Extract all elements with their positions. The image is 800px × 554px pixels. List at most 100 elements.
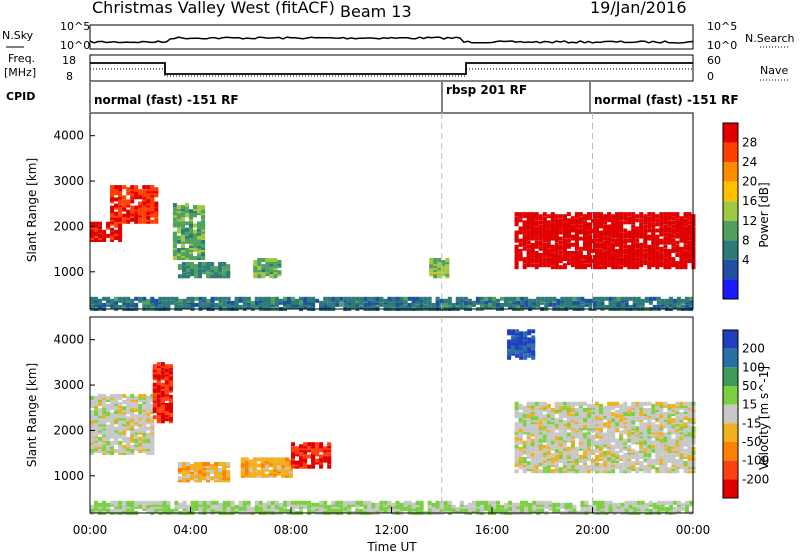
- heatmap-cell: [138, 440, 143, 445]
- heatmap-cell: [269, 258, 274, 262]
- heatmap-cell: [672, 298, 677, 303]
- heatmap-cell: [134, 418, 139, 423]
- heatmap-cell: [206, 268, 211, 273]
- heatmap-cell: [106, 451, 111, 456]
- heatmap-cell: [680, 298, 685, 303]
- colorbar-swatch: [723, 367, 738, 386]
- heatmap-cell: [150, 398, 155, 402]
- heatmap-cell: [504, 302, 509, 307]
- heatmap-cell: [222, 270, 227, 275]
- heatmap-cell: [515, 345, 520, 350]
- heatmap-cell: [534, 428, 539, 433]
- heatmap-cell: [261, 258, 266, 262]
- heatmap-cell: [214, 272, 219, 277]
- heatmap-cell: [651, 224, 656, 229]
- heatmap-cell: [540, 508, 545, 513]
- heatmap-cell: [419, 296, 424, 301]
- heatmap-cell: [587, 434, 591, 439]
- heatmap-cell: [441, 264, 446, 269]
- heatmap-cell: [110, 213, 115, 218]
- heatmap-cell: [623, 257, 628, 262]
- heatmap-cell: [523, 339, 528, 344]
- heatmap-cell: [226, 270, 231, 275]
- heatmap-cell: [281, 473, 285, 478]
- mode-change-markers: [441, 113, 593, 513]
- heatmap-cell: [122, 302, 127, 307]
- heatmap-cell: [611, 438, 616, 443]
- heatmap-cell: [588, 302, 593, 307]
- heatmap-cell: [538, 446, 543, 451]
- heatmap-cell: [522, 428, 527, 433]
- heatmap-cell: [270, 500, 275, 505]
- heatmap-cell: [546, 452, 551, 457]
- heatmap-cell: [323, 302, 328, 307]
- heatmap-cell: [574, 465, 579, 470]
- heatmap-cell: [160, 390, 165, 395]
- heatmap-cell: [335, 296, 340, 301]
- heatmap-cell: [627, 232, 632, 237]
- heatmap-cell: [623, 428, 628, 433]
- heatmap-cell: [319, 464, 324, 469]
- heatmap-cell: [687, 457, 692, 461]
- heatmap-cell: [185, 209, 189, 214]
- heatmap-cell: [679, 442, 684, 447]
- heatmap-cell: [508, 302, 513, 307]
- heatmap-cell: [433, 258, 438, 262]
- heatmap-cell: [607, 452, 612, 457]
- heatmap-cell: [198, 468, 202, 473]
- heatmap-cell: [675, 218, 680, 223]
- nsearch-tick-top: 10^5: [707, 20, 737, 33]
- heatmap-cell: [534, 250, 539, 255]
- heatmap-cell: [611, 218, 616, 223]
- heatmap-cell: [631, 408, 636, 412]
- heatmap-cell: [631, 401, 636, 406]
- heatmap-cell: [201, 223, 206, 228]
- heatmap-cell: [114, 236, 119, 240]
- heatmap-cell: [631, 257, 636, 262]
- heatmap-cell: [570, 228, 575, 233]
- heatmap-cell: [455, 302, 460, 307]
- heatmap-cell: [516, 300, 521, 305]
- heatmap-cell: [172, 243, 177, 248]
- heatmap-cell: [607, 428, 612, 433]
- heatmap-cell: [190, 468, 194, 473]
- heatmap-cell: [323, 458, 328, 463]
- heatmap-cell: [130, 398, 135, 402]
- heatmap-cell: [484, 300, 488, 305]
- heatmap-cell: [363, 506, 368, 511]
- heatmap-cell: [266, 296, 271, 301]
- heatmap-cell: [522, 242, 527, 247]
- heatmap-cell: [90, 410, 94, 415]
- heatmap-cell: [546, 232, 551, 237]
- heatmap-cell: [226, 304, 231, 309]
- heatmap-cell: [285, 457, 289, 462]
- heatmap-cell: [168, 382, 173, 387]
- heatmap-cell: [168, 372, 173, 377]
- heatmap-cell: [615, 428, 620, 433]
- heatmap-cell: [599, 412, 603, 417]
- heatmap-cell: [568, 502, 573, 507]
- heatmap-cell: [526, 253, 531, 257]
- heatmap-cell: [558, 430, 563, 435]
- heatmap-cell: [612, 502, 617, 507]
- heatmap-cell: [587, 238, 591, 243]
- heatmap-cell: [134, 302, 139, 307]
- heatmap-cell: [588, 508, 593, 513]
- heatmap-cell: [530, 432, 535, 437]
- heatmap-cell: [269, 268, 274, 273]
- heatmap-cell: [177, 274, 182, 279]
- heatmap-cell: [611, 430, 616, 435]
- heatmap-cell: [572, 506, 577, 511]
- heatmap-cell: [595, 218, 599, 223]
- heatmap-cell: [311, 506, 316, 511]
- heatmap-cell: [514, 216, 519, 221]
- heatmap-cell: [189, 227, 193, 232]
- heatmap-cell: [242, 296, 247, 301]
- heatmap-cell: [639, 410, 644, 414]
- heatmap-cell: [554, 253, 559, 257]
- heatmap-cell: [407, 500, 412, 505]
- heatmap-cell: [550, 253, 555, 257]
- heatmap-cell: [197, 209, 201, 214]
- heatmap-cell: [463, 302, 468, 307]
- heatmap-cell: [387, 296, 392, 301]
